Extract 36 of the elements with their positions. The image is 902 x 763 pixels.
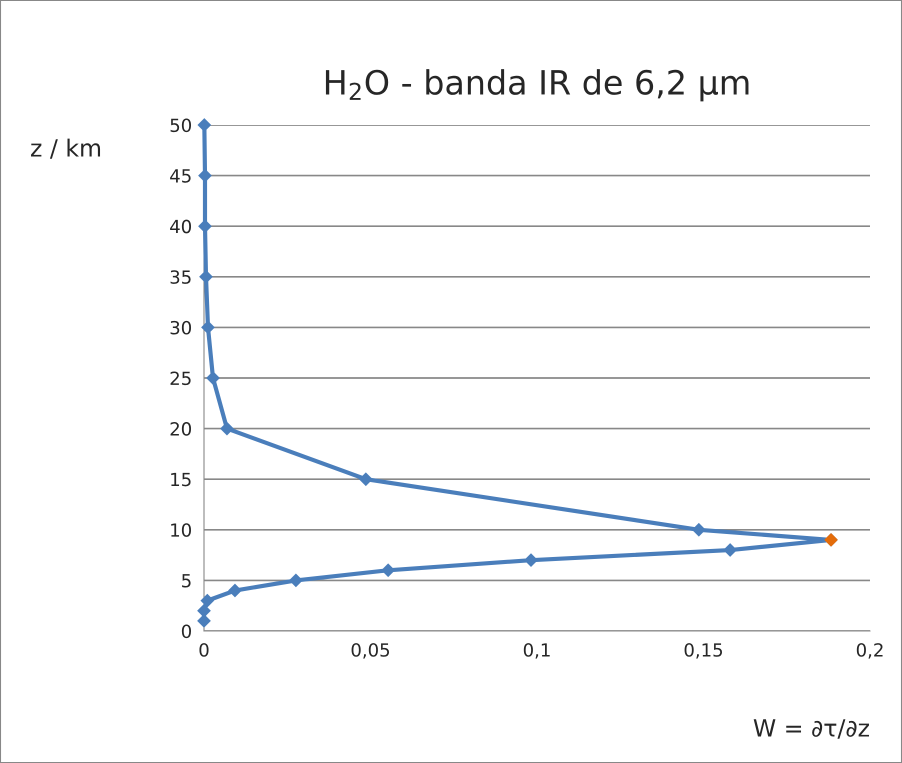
- y-tick-label: 10: [171, 523, 191, 537]
- point: [198, 118, 211, 132]
- point: [201, 320, 215, 334]
- y-tick-label: 30: [170, 320, 191, 335]
- y-tick-label: 5: [182, 574, 191, 588]
- y-tick-label: 45: [170, 169, 191, 183]
- point: [199, 270, 213, 284]
- chart-title: H$_{2}$O - banda IR de 6,2 µm: [326, 69, 748, 102]
- point: [198, 169, 212, 182]
- x-tick-label: 0,2: [856, 643, 883, 659]
- x-tick-label: 0,15: [684, 643, 722, 659]
- point: [198, 220, 212, 233]
- point: [382, 564, 395, 577]
- y-tick-label: 25: [170, 371, 191, 386]
- point: [724, 543, 737, 557]
- y-axis-title: z / km: [31, 138, 100, 159]
- point: [220, 422, 234, 436]
- x-tick-label: 0,1: [524, 643, 550, 659]
- point: [197, 614, 211, 628]
- y-tick-label: 15: [171, 472, 191, 486]
- point: [692, 523, 706, 536]
- y-tick-label: 20: [170, 422, 191, 436]
- point: [200, 594, 214, 608]
- point: [206, 371, 220, 385]
- point: [359, 472, 372, 486]
- x-tick-label: 0: [199, 643, 209, 657]
- y-tick-label: 35: [170, 270, 191, 284]
- x-axis-title: W = ∂τ/∂z: [754, 719, 869, 739]
- point: [289, 574, 302, 587]
- point: [228, 584, 242, 598]
- y-tick-label: 50: [170, 118, 191, 132]
- point: [524, 554, 538, 567]
- y-tick-label: 0: [182, 624, 191, 638]
- point: [197, 604, 211, 618]
- x-tick-label: 0,05: [352, 643, 390, 659]
- y-tick-label: 40: [170, 220, 191, 234]
